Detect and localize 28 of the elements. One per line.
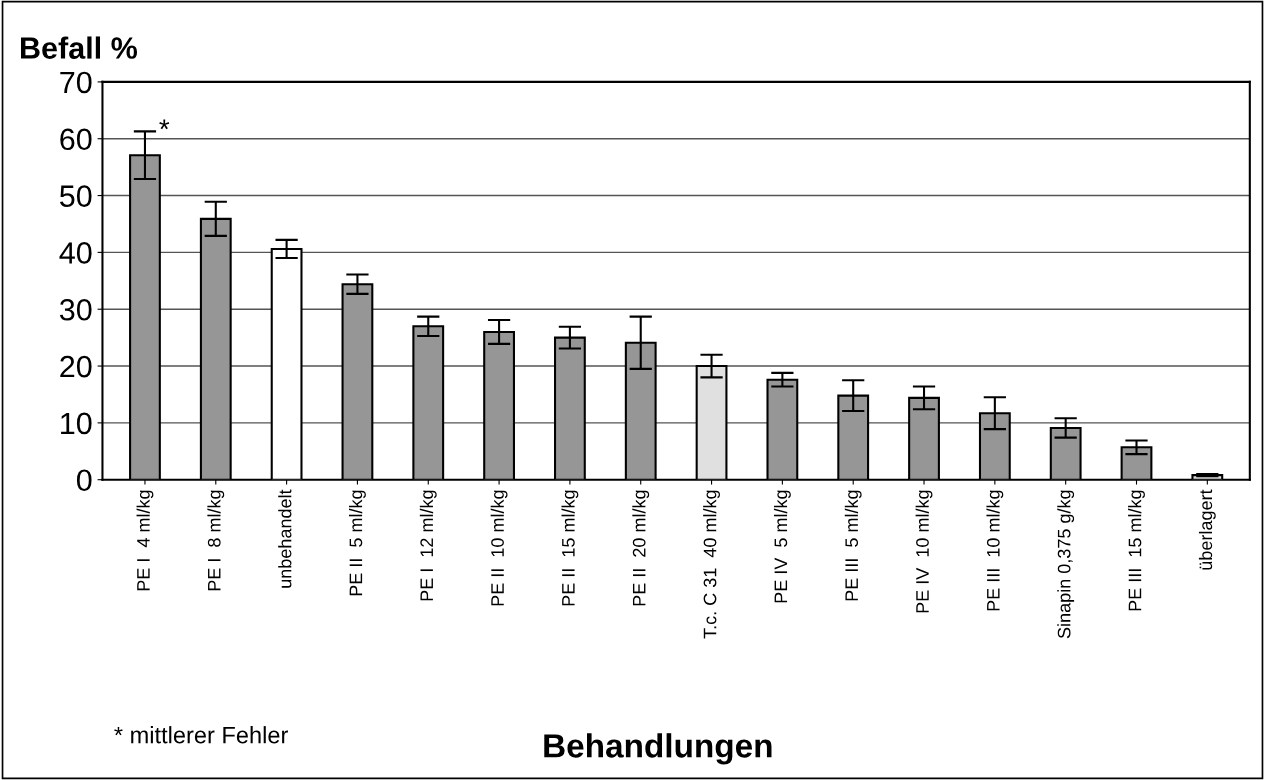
x-tick-label: PE II 5 ml/kg (349, 490, 366, 596)
y-tick-label: 40 (59, 242, 92, 264)
y-axis-title: Befall % (21, 36, 138, 59)
x-tick-label: unbehandelt (278, 489, 292, 588)
x-tick-label: PE III 10 ml/kg (986, 490, 1004, 611)
x-tick-label: PE IV 10 ml/kg (915, 490, 933, 613)
x-tick-label: PE I 12 ml/kg (419, 490, 437, 601)
y-tick-label: 50 (59, 185, 92, 207)
x-tick-label: T.c. C 31 40 ml/kg (703, 490, 720, 639)
text: * mittlerer Fehler (114, 726, 288, 744)
x-axis-title: Behandlungen (544, 733, 772, 765)
annotation: * (159, 119, 170, 130)
x-tick-label: Sinapin 0,375 g/kg (1057, 490, 1075, 639)
x-tick-label: PE II 15 ml/kg (561, 490, 579, 606)
x-tick-label: PE I 4 ml/kg (136, 490, 154, 591)
x-tick-label: PE III 5 ml/kg (844, 490, 862, 601)
y-tick-label: 60 (60, 128, 92, 151)
x-tick-label: PE I 8 ml/kg (207, 490, 225, 591)
x-tick-label: PE IV 5 ml/kg (773, 490, 791, 603)
y-tick-label: 0 (76, 469, 92, 492)
y-tick-label: 10 (61, 412, 92, 435)
y-tick-label: 30 (59, 298, 92, 321)
x-tick-label: PE III 15 ml/kg (1128, 490, 1145, 611)
x-tick-label: PE II 20 ml/kg (632, 490, 650, 606)
y-tick-label: 70 (60, 71, 92, 94)
x-tick-label: PE II 10 ml/kg (490, 490, 508, 606)
y-tick-label: 20 (60, 355, 92, 378)
x-tick-label: überlagert (1198, 489, 1216, 570)
